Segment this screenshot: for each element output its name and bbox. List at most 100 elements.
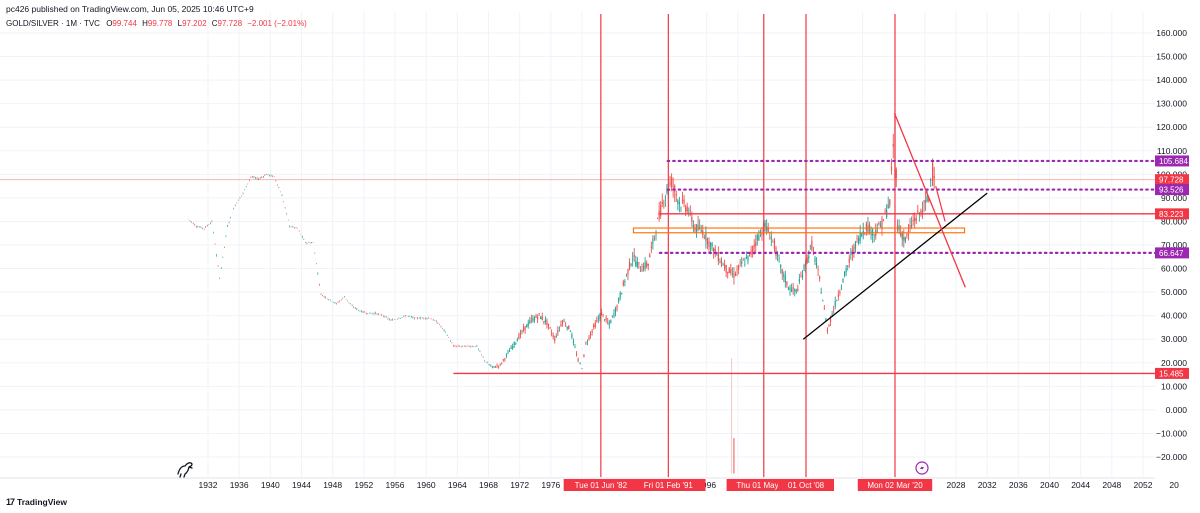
candle-body (581, 368, 583, 370)
candle-body (574, 346, 576, 348)
candle-body (806, 257, 808, 263)
symbol-legend: GOLD/SILVER · 1M · TVC O99.744 H99.778 L… (6, 19, 307, 28)
candle-body (825, 318, 827, 322)
price-tick-label: 70.000 (1161, 240, 1187, 250)
candle-body (800, 276, 802, 278)
candle-body (611, 315, 613, 317)
candle-body (579, 363, 581, 364)
candle-body (906, 233, 908, 237)
candle-body (781, 269, 783, 275)
candle-body (552, 335, 554, 338)
candle-body (772, 239, 774, 241)
price-series (188, 107, 935, 370)
lightning-icon[interactable] (915, 461, 929, 475)
candle-body (812, 249, 815, 251)
candle-body (723, 265, 726, 269)
price-tick-label: 80.000 (1161, 216, 1187, 226)
candle-body (705, 232, 707, 241)
time-axis[interactable]: 1932 1936 1940 1944 1948 1952 1956 1960 1964 1968… (0, 477, 1179, 492)
candle-body (536, 317, 539, 320)
price-badge (1155, 155, 1189, 167)
candle-body (809, 245, 811, 247)
candle-body (853, 246, 855, 254)
price-tick-label: 140.000 (1156, 75, 1187, 85)
price-tick-label: 60.000 (1161, 264, 1187, 274)
candle-body (664, 197, 666, 199)
low-label: L (177, 19, 183, 28)
candle-body (794, 289, 796, 292)
projection-arrow[interactable] (935, 185, 946, 222)
candle-body (695, 224, 698, 233)
candle-body (627, 269, 629, 275)
candle-body (496, 365, 498, 367)
candle-body (836, 300, 838, 302)
candle-body (884, 210, 886, 212)
candle-body (815, 263, 818, 267)
candle-body (711, 243, 713, 247)
candle-body (783, 274, 785, 278)
candle-body (758, 235, 760, 241)
candle-body (619, 293, 621, 299)
tradingview-brand[interactable]: 17 TradingView (6, 497, 67, 507)
candle-body (742, 260, 744, 261)
candle-body (671, 177, 673, 187)
candle-body (903, 237, 905, 241)
candle-body (822, 300, 824, 302)
dino-path (177, 462, 193, 478)
trendline[interactable] (802, 192, 988, 340)
lightning-bolt (920, 464, 924, 472)
close-value: 97.728 (217, 19, 243, 28)
candle-body (831, 314, 833, 316)
candle-body (571, 334, 573, 338)
candle-body (859, 232, 861, 241)
high-value: 99.778 (147, 19, 173, 28)
candle-body (568, 325, 570, 329)
candle-body (618, 298, 620, 303)
tradingview-logo-icon: 17 (6, 497, 15, 507)
candle-body (900, 231, 902, 236)
time-tick-label: 1944 (292, 480, 311, 490)
candle-body (558, 327, 561, 329)
time-tick-label: 1972 (510, 480, 529, 490)
candle-body (655, 233, 657, 235)
trendline[interactable] (893, 112, 966, 288)
candle-body (823, 308, 825, 309)
candle-body (879, 224, 882, 227)
candle-body (709, 242, 712, 250)
candle-body (728, 267, 730, 273)
candle-body (549, 327, 551, 329)
candle-body (881, 218, 883, 230)
candle-body (708, 241, 710, 247)
candle-body (797, 288, 799, 291)
candle-body (519, 332, 522, 336)
candle-body (734, 274, 737, 276)
time-tick-label: 1976 (541, 480, 560, 490)
price-badge (1155, 174, 1189, 186)
candle-body (739, 262, 741, 264)
candle-body (635, 261, 637, 266)
candle-body (923, 200, 925, 203)
candle-body (910, 225, 913, 228)
candle-body (892, 143, 894, 147)
time-tick-label: 1960 (417, 480, 436, 490)
change-value: −2.001 (−2.01%) (247, 19, 307, 28)
candle-body (689, 210, 691, 211)
candle-body (586, 341, 589, 343)
candle-body (909, 224, 911, 228)
candle-body (621, 292, 623, 295)
candle-body (833, 309, 835, 311)
candle-body (819, 276, 821, 279)
symbol-name[interactable]: GOLD/SILVER · 1M · TVC (6, 19, 100, 28)
candle-body (628, 262, 631, 270)
candle-body (656, 218, 659, 219)
candle-body (820, 292, 822, 294)
candle-body (752, 246, 754, 252)
candle-body (505, 354, 508, 356)
candle-body (756, 234, 758, 241)
dino-icon[interactable] (177, 462, 193, 478)
candle-body (731, 273, 733, 275)
support-zone-box[interactable] (632, 227, 966, 234)
candle-body (530, 318, 532, 320)
publisher-info: pc426 published on TradingView.com, Jun … (6, 4, 254, 14)
